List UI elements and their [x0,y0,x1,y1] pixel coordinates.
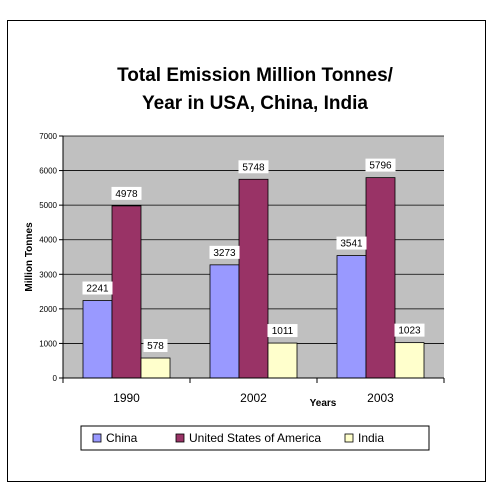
bar-india-2003 [394,342,425,379]
legend-label: India [358,431,384,445]
bar-china-2003 [336,255,367,379]
data-label: 1023 [398,326,421,337]
data-label-box [394,323,425,337]
y-tick-label: 1000 [39,339,57,348]
y-tick-label: 7000 [39,132,57,141]
data-label: 578 [147,341,164,352]
y-axis-title: Million Tonnes [24,222,35,292]
data-label-box [209,245,240,259]
data-label: 4978 [115,189,138,200]
bar-india-1990 [140,357,171,379]
legend-label: China [106,431,138,445]
x-tick-label: 1990 [113,391,140,405]
legend-label: United States of America [189,431,321,445]
y-tick-label: 4000 [39,236,57,245]
y-tick-label: 3000 [39,270,57,279]
x-tick-label: 2002 [240,391,267,405]
y-tick-label: 0 [53,374,58,383]
chart-title-line-1: Total Emission Million Tonnes/ [117,65,394,86]
data-label-box [365,158,396,172]
legend: China United States of America India [80,425,430,451]
axes: 0 1000 2000 3000 4000 5000 6000 7000 1990 2002 200… [39,132,445,405]
y-tick-label: 6000 [39,167,57,176]
y-tick-label: 2000 [39,305,57,314]
legend-box [80,425,430,451]
data-label-box [143,339,168,353]
bar-united-states-of-america-1990 [111,205,142,379]
data-label: 5748 [242,162,265,173]
x-tick-label: 2003 [367,391,394,405]
bar-china-2002 [209,264,240,379]
chart-title-line-2: Year in USA, China, India [142,93,368,114]
x-axis-title: Years [310,398,337,409]
bar-united-states-of-america-2003 [365,177,396,379]
legend-swatch [344,433,354,443]
bar-china-1990 [82,300,113,379]
data-label: 2241 [86,284,109,295]
data-label-box [111,186,142,200]
bar-chart: Total Emission Million Tonnes/ Year in U… [24,65,445,451]
data-label: 5796 [369,161,392,172]
chart-frame: Total Emission Million Tonnes/ Year in U… [7,20,486,482]
data-label: 3541 [340,239,363,250]
bars [82,177,425,379]
y-tick-label: 5000 [39,201,57,210]
bar-india-2002 [267,342,298,379]
data-labels: 2241 4978 578 3273 5748 1011 3541 5796 1023 [82,158,425,353]
legend-swatch [92,433,102,443]
bar-united-states-of-america-2002 [238,178,269,379]
data-label-box [336,236,367,250]
data-label-box [82,281,113,295]
data-label: 1011 [272,326,294,337]
legend-swatch [175,433,185,443]
data-label-box [238,160,269,174]
data-label-box [267,324,298,338]
data-label: 3273 [213,248,236,259]
